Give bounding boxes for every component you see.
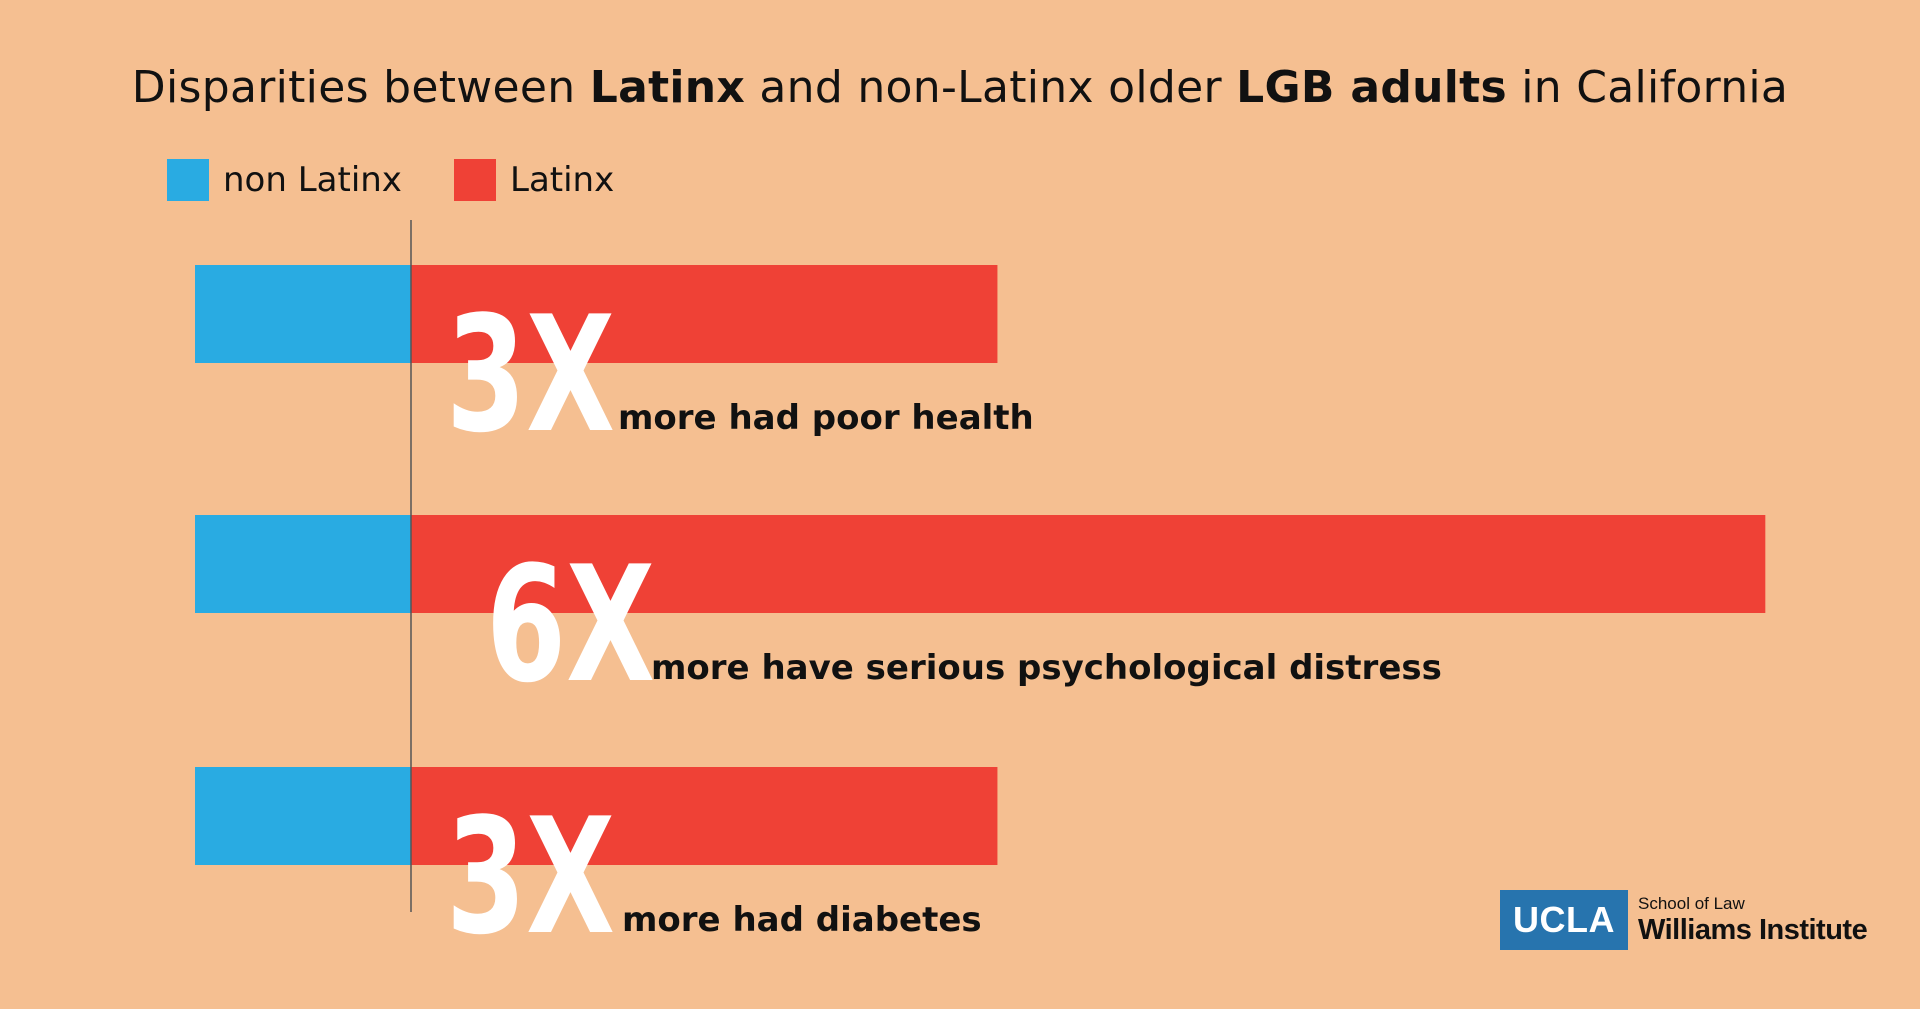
legend-item-latinx: Latinx	[454, 158, 614, 202]
legend-swatch-non-latinx	[167, 159, 209, 201]
title-part-2: and non-Latinx older	[745, 62, 1237, 113]
logo-school-of-law: School of Law	[1638, 894, 1745, 913]
category-label: more have serious psychological distress	[651, 648, 1442, 688]
chart-title: Disparities between Latinx and non-Latin…	[0, 62, 1920, 113]
multiplier-label: 3X	[446, 282, 615, 468]
bar-non-latinx	[195, 265, 411, 363]
category-label: more had diabetes	[622, 900, 982, 940]
legend-swatch-latinx	[454, 159, 496, 201]
bar-latinx	[411, 265, 998, 363]
logo-text: School of Law Williams Institute	[1638, 894, 1868, 946]
bar-non-latinx	[195, 515, 411, 613]
multiplier-label: 6X	[486, 532, 655, 718]
title-part-3: in California	[1506, 62, 1789, 113]
bar-non-latinx	[195, 767, 411, 865]
bar-latinx	[411, 767, 998, 865]
legend-label-non-latinx: non Latinx	[223, 160, 402, 200]
title-bold-lgb: LGB adults	[1236, 62, 1507, 113]
title-bold-latinx: Latinx	[589, 62, 746, 113]
legend-item-non-latinx: non Latinx	[167, 158, 402, 202]
logo-williams-institute: Williams Institute	[1638, 914, 1868, 946]
title-part-1: Disparities between	[131, 62, 590, 113]
multiplier-label: 3X	[446, 784, 615, 970]
ucla-williams-logo: UCLA School of Law Williams Institute	[1500, 890, 1868, 950]
category-label: more had poor health	[618, 398, 1034, 438]
bar-latinx	[411, 515, 1766, 613]
legend-label-latinx: Latinx	[510, 160, 615, 200]
ucla-logo-box: UCLA	[1500, 890, 1628, 950]
